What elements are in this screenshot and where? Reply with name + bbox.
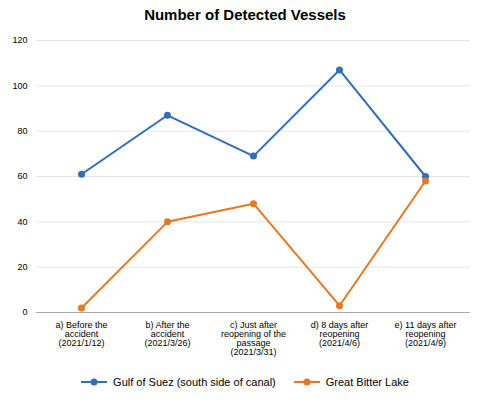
svg-text:a) Before theaccident(2021/1/1: a) Before theaccident(2021/1/12)	[55, 320, 107, 348]
svg-text:c) Just afterreopening of thep: c) Just afterreopening of thepassage(202…	[221, 320, 286, 357]
html-text:Gulf of Suez (south side of ca: Gulf of Suez (south side of canal)	[113, 376, 276, 388]
svg-text:b) After theaccident(2021/3/26: b) After theaccident(2021/3/26)	[144, 320, 190, 348]
svg-text:d) 8 days afterreopening(2021/: d) 8 days afterreopening(2021/4/6)	[311, 320, 369, 348]
svg-text:20: 20	[17, 262, 27, 272]
svg-text:120: 120	[12, 35, 27, 45]
svg-text:80: 80	[17, 126, 27, 136]
svg-text:60: 60	[17, 171, 27, 181]
svg-text:e) 11 days afterreopening(2021: e) 11 days afterreopening(2021/4/9)	[395, 320, 457, 348]
html-text:Number of Detected Vessels: Number of Detected Vessels	[144, 6, 346, 23]
svg-text:0: 0	[22, 307, 27, 317]
svg-text:100: 100	[12, 81, 27, 91]
svg-text:40: 40	[17, 217, 27, 227]
html-text:Great Bitter Lake: Great Bitter Lake	[325, 376, 409, 388]
